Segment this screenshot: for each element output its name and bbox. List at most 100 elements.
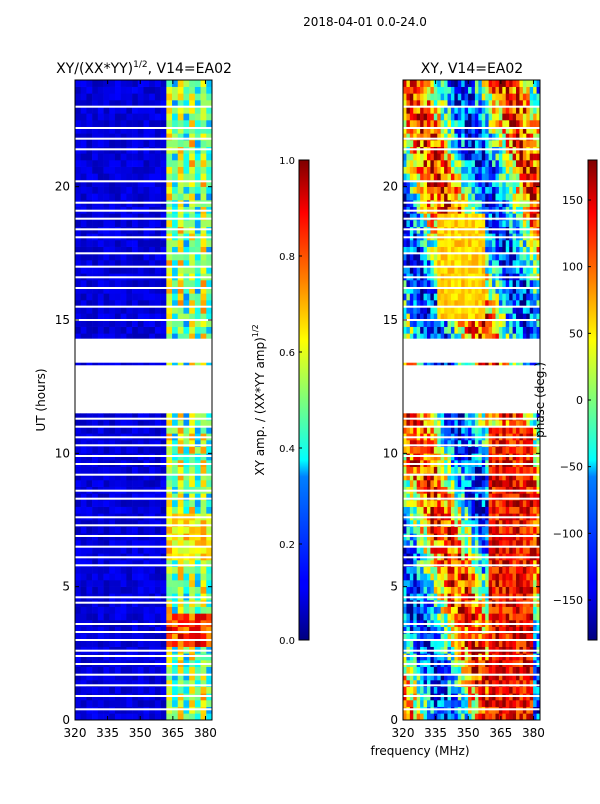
phase-heatmap-cell: [499, 687, 503, 694]
phase-heatmap-cell: [519, 640, 523, 647]
phase-heatmap-cell: [448, 427, 452, 434]
amplitude-heatmap-cell: [149, 467, 155, 474]
amplitude-heatmap-cell: [81, 93, 87, 100]
phase-heatmap-cell: [448, 667, 452, 674]
phase-heatmap-cell: [465, 427, 469, 434]
amplitude-heatmap-cell: [132, 687, 138, 694]
phase-heatmap-cell: [465, 640, 469, 647]
phase-heatmap-cell: [444, 447, 448, 454]
amplitude-heatmap-cell: [189, 240, 195, 247]
phase-heatmap-cell: [441, 480, 445, 487]
phase-heatmap-cell: [461, 640, 465, 647]
phase-heatmap-cell: [451, 667, 455, 674]
phase-heatmap-cell: [499, 427, 503, 434]
phase-heatmap-cell: [468, 500, 472, 507]
phase-heatmap-cell: [427, 220, 431, 227]
amplitude-heatmap-cell: [104, 173, 110, 180]
amplitude-heatmap-cell: [109, 140, 115, 147]
phase-heatmap-cell: [406, 613, 410, 620]
phase-heatmap-cell: [403, 187, 407, 194]
amplitude-flag-gap: [75, 674, 212, 676]
amplitude-heatmap-cell: [144, 640, 150, 647]
phase-heatmap-cell: [530, 240, 534, 247]
phase-heatmap-cell: [530, 667, 534, 674]
amplitude-flag-gap: [75, 218, 212, 220]
amplitude-heatmap-cell: [189, 87, 195, 94]
amplitude-heatmap-cell: [195, 113, 201, 120]
phase-heatmap-cell: [519, 447, 523, 454]
phase-heatmap-cell: [420, 640, 424, 647]
amplitude-heatmap-cell: [81, 327, 87, 334]
amplitude-flag-gap: [75, 210, 212, 212]
amplitude-heatmap-cell: [161, 160, 167, 167]
phase-heatmap-cell: [523, 607, 527, 614]
phase-heatmap-cell: [454, 193, 458, 200]
amplitude-heatmap-cell: [161, 427, 167, 434]
phase-heatmap-cell: [451, 640, 455, 647]
amplitude-heatmap-cell: [183, 700, 189, 707]
phase-heatmap-cell: [444, 667, 448, 674]
phase-heatmap-cell: [410, 320, 414, 327]
phase-heatmap-cell: [410, 280, 414, 287]
phase-heatmap-cell: [437, 573, 441, 580]
phase-heatmap-cell: [448, 267, 452, 274]
phase-heatmap-cell: [465, 447, 469, 454]
phase-heatmap-cell: [478, 447, 482, 454]
phase-heatmap-cell: [478, 220, 482, 227]
phase-heatmap-cell: [472, 193, 476, 200]
amplitude-heatmap-cell: [86, 607, 92, 614]
phase-heatmap-cell: [454, 293, 458, 300]
amplitude-heatmap-cell: [81, 640, 87, 647]
amplitude-heatmap-cell: [195, 507, 201, 514]
amplitude-heatmap-cell: [161, 220, 167, 227]
amplitude-heatmap-cell: [155, 187, 161, 194]
amplitude-heatmap-cell: [206, 193, 212, 200]
phase-heatmap-cell: [427, 547, 431, 554]
amplitude-heatmap-cell: [132, 267, 138, 274]
amplitude-heatmap-cell: [144, 193, 150, 200]
phase-heatmap-cell: [434, 613, 438, 620]
amplitude-heatmap-cell: [121, 480, 127, 487]
phase-heatmap-cell: [406, 713, 410, 720]
amplitude-heatmap-cell: [149, 107, 155, 114]
amplitude-heatmap-cell: [161, 713, 167, 720]
amplitude-heatmap-cell: [189, 320, 195, 327]
phase-heatmap-cell: [410, 253, 414, 260]
amplitude-heatmap-cell: [172, 167, 178, 174]
phase-heatmap-cell: [437, 667, 441, 674]
amplitude-heatmap-cell: [109, 187, 115, 194]
amplitude-heatmap-cell: [92, 580, 98, 587]
amplitude-heatmap-cell: [104, 93, 110, 100]
phase-heatmap-cell: [516, 587, 520, 594]
amplitude-heatmap-cell: [206, 427, 212, 434]
phase-heatmap-cell: [441, 253, 445, 260]
phase-heatmap-cell: [434, 507, 438, 514]
amplitude-heatmap-cell: [149, 113, 155, 120]
phase-heatmap-cell: [509, 713, 513, 720]
amplitude-heatmap-cell: [138, 427, 144, 434]
phase-heatmap-cell: [489, 573, 493, 580]
amplitude-heatmap-cell: [166, 527, 172, 534]
amplitude-heatmap-cell: [149, 713, 155, 720]
phase-heatmap-cell: [482, 613, 486, 620]
amplitude-heatmap-cell: [126, 667, 132, 674]
amplitude-heatmap-cell: [75, 320, 81, 327]
amplitude-heatmap-cell: [178, 240, 184, 247]
phase-heatmap-cell: [489, 240, 493, 247]
phase-heatmap-cell: [417, 187, 421, 194]
amplitude-heatmap-cell: [195, 293, 201, 300]
phase-heatmap-cell: [420, 327, 424, 334]
phase-heatmap-cell: [448, 320, 452, 327]
amplitude-heatmap-cell: [132, 120, 138, 127]
amplitude-heatmap-cell: [155, 640, 161, 647]
phase-heatmap-cell: [492, 500, 496, 507]
amplitude-heatmap-cell: [138, 193, 144, 200]
phase-heatmap-cell: [530, 187, 534, 194]
amplitude-heatmap-cell: [155, 240, 161, 247]
amplitude-heatmap-cell: [166, 253, 172, 260]
amplitude-heatmap-cell: [92, 187, 98, 194]
amplitude-heatmap-cell: [86, 120, 92, 127]
phase-heatmap-cell: [485, 573, 489, 580]
phase-heatmap-cell: [499, 320, 503, 327]
phase-heatmap-cell: [437, 320, 441, 327]
